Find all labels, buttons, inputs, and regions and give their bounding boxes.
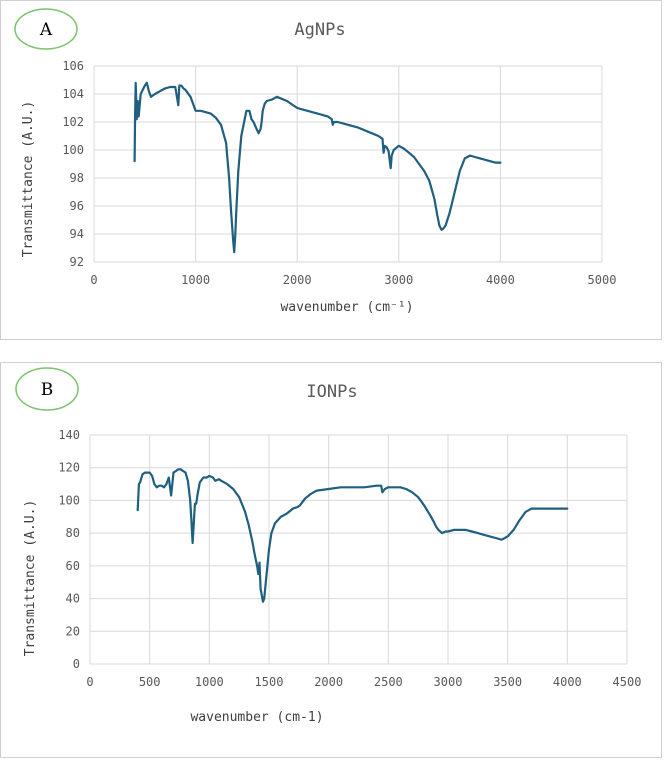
chart-a-ytick-4: 100 xyxy=(62,143,84,157)
chart-a-ytick-7: 106 xyxy=(62,59,84,73)
panel-b: 0 20 40 60 80 100 120 140 0 500 1000 1500 2000 2500 30… xyxy=(0,362,662,758)
chart-b-svg: 0 20 40 60 80 100 120 140 0 500 1000 1500 2000 2500 30… xyxy=(15,367,641,725)
chart-b-ytick-6: 120 xyxy=(58,461,80,475)
chart-b-ytick-3: 60 xyxy=(66,559,80,573)
chart-a-xtick-5: 5000 xyxy=(588,273,617,287)
chart-b-xtick-2: 1000 xyxy=(195,675,224,689)
chart-a-xtick-2: 2000 xyxy=(283,273,312,287)
chart-a-xtick-4: 4000 xyxy=(486,273,515,287)
chart-b-xlabel: wavenumber (cm-1) xyxy=(190,710,323,725)
chart-a-ytick-2: 96 xyxy=(70,199,84,213)
chart-b-ytick-4: 80 xyxy=(66,526,80,540)
chart-a-grid xyxy=(93,65,603,263)
panel-a: 92 94 96 98 100 102 104 106 0 1000 2000 3000 4000 500… xyxy=(0,0,662,340)
badge-b-label: B xyxy=(41,380,54,400)
chart-b-xtick-0: 0 xyxy=(86,675,93,689)
chart-a-ytick-5: 102 xyxy=(62,115,84,129)
chart-a-xtick-0: 0 xyxy=(90,273,97,287)
chart-b-xtick-6: 3000 xyxy=(434,675,463,689)
chart-a-xlabel: wavenumber (cm⁻¹) xyxy=(280,300,413,315)
chart-b-xtick-8: 4000 xyxy=(553,675,582,689)
chart-a-series-line xyxy=(133,81,502,254)
chart-b-ytick-1: 20 xyxy=(66,624,80,638)
chart-a-xtick-1: 1000 xyxy=(181,273,210,287)
chart-a-title: AgNPs xyxy=(294,20,345,40)
chart-b-ylabel: Transmittance (A.U.) xyxy=(23,500,38,657)
chart-a-ylabel: Transmittance (A.U.) xyxy=(21,101,36,258)
chart-a-ticks: 92 94 96 98 100 102 104 106 0 1000 2000 3000 4000 500… xyxy=(62,59,616,287)
chart-b-ticks: 0 20 40 60 80 100 120 140 0 500 1000 1500 2000 2500 30… xyxy=(58,428,641,689)
chart-a-ytick-0: 92 xyxy=(70,255,84,269)
chart-b-ytick-7: 140 xyxy=(58,428,80,442)
badge-a-label: A xyxy=(39,20,53,40)
chart-b-series-line xyxy=(136,468,569,603)
chart-b-xtick-7: 3500 xyxy=(493,675,522,689)
chart-b-title: IONPs xyxy=(306,382,357,402)
chart-b-grid xyxy=(89,434,628,665)
chart-b-xtick-3: 1500 xyxy=(255,675,284,689)
chart-b-xtick-1: 500 xyxy=(139,675,161,689)
chart-b-xtick-9: 4500 xyxy=(613,675,642,689)
chart-b-ytick-5: 100 xyxy=(58,493,80,507)
chart-a-xtick-3: 3000 xyxy=(384,273,413,287)
badge-b xyxy=(15,367,79,411)
chart-b-xtick-4: 2000 xyxy=(314,675,343,689)
chart-a-ytick-1: 94 xyxy=(70,227,84,241)
chart-a-ytick-6: 104 xyxy=(62,87,84,101)
chart-b-ytick-0: 0 xyxy=(73,657,80,671)
chart-a-svg: 92 94 96 98 100 102 104 106 0 1000 2000 3000 4000 500… xyxy=(14,8,616,315)
badge-a xyxy=(14,8,78,50)
chart-b-ytick-2: 40 xyxy=(66,592,80,606)
chart-a-ytick-3: 98 xyxy=(70,171,84,185)
chart-b-xtick-5: 2500 xyxy=(374,675,403,689)
